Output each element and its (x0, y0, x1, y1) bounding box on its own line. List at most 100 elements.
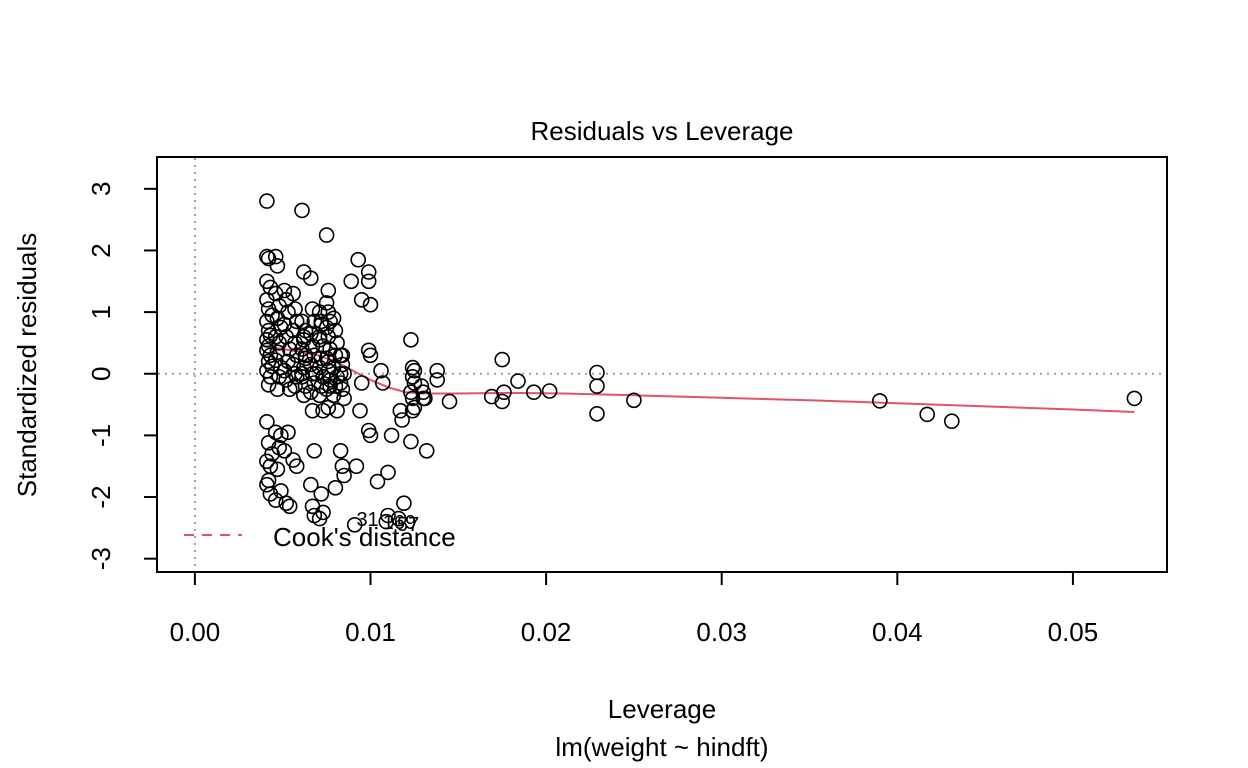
data-point (276, 282, 293, 299)
data-point (403, 433, 419, 450)
data-point (403, 331, 419, 348)
y-tick-label: -3 (86, 547, 116, 570)
data-point (269, 344, 286, 361)
data-point (315, 504, 331, 521)
data-point (311, 331, 328, 348)
points-group (259, 193, 1143, 533)
axes: 0.00 0.01 0.02 0.03 0.04 0.05 -3 -2 -1 0 1 2 3 (86, 182, 1098, 647)
data-point (336, 390, 352, 407)
x-tick-label: 0.05 (1048, 617, 1099, 647)
data-point (306, 442, 323, 459)
data-point (404, 359, 421, 376)
data-point (259, 476, 275, 493)
data-point (353, 375, 370, 391)
data-point (329, 402, 345, 419)
data-point (415, 384, 432, 401)
data-point (429, 362, 446, 379)
data-point (313, 486, 330, 502)
data-point (259, 342, 275, 359)
data-point (260, 353, 277, 370)
smooth-line (264, 345, 1135, 413)
data-point (325, 310, 342, 327)
data-point (332, 365, 349, 382)
data-point (589, 378, 605, 394)
x-axis-label: Leverage (608, 694, 716, 724)
data-point (943, 413, 960, 430)
data-point (541, 383, 558, 399)
data-point (259, 413, 275, 430)
data-point (334, 347, 351, 364)
legend: Cook's distance (184, 522, 456, 552)
data-point (320, 282, 337, 299)
data-point (259, 313, 275, 330)
legend-label: Cook's distance (273, 522, 456, 552)
data-point (334, 356, 351, 373)
x-tick-label: 0.01 (345, 617, 396, 647)
y-tick-label: 3 (86, 182, 116, 196)
x-tick-label: 0.00 (170, 617, 221, 647)
data-point (259, 248, 275, 265)
data-point (348, 458, 365, 475)
data-point (525, 384, 542, 401)
data-point (394, 412, 410, 428)
data-point (273, 427, 289, 444)
data-point (336, 365, 352, 382)
data-point (362, 347, 379, 364)
data-point (315, 402, 331, 419)
x-tick-label: 0.04 (872, 617, 923, 647)
y-tick-label: 2 (86, 243, 116, 257)
data-point (336, 467, 352, 484)
data-point (406, 375, 423, 391)
data-point (334, 381, 351, 398)
data-point (318, 295, 335, 311)
data-point (295, 387, 312, 404)
chart-title: Residuals vs Leverage (530, 116, 793, 146)
data-point (276, 442, 293, 459)
data-point (278, 495, 295, 512)
data-point (267, 248, 284, 265)
data-point (871, 393, 888, 409)
data-point (260, 434, 277, 451)
data-point (327, 322, 344, 339)
data-point (334, 458, 351, 475)
data-point (418, 442, 435, 459)
smooth-line-group (264, 345, 1135, 413)
data-point (589, 405, 605, 422)
data-point (294, 313, 310, 330)
data-point (288, 458, 305, 475)
data-point (269, 258, 286, 274)
data-point (589, 364, 605, 381)
data-point (373, 362, 389, 379)
data-point (352, 402, 368, 419)
data-point (626, 392, 642, 409)
data-point (269, 381, 286, 398)
data-point (262, 368, 279, 385)
data-point (267, 492, 284, 508)
data-point (494, 351, 511, 368)
y-tick-label: -2 (86, 485, 116, 508)
data-point (374, 375, 391, 391)
y-tick-label: 0 (86, 367, 116, 381)
data-point (302, 476, 319, 493)
data-point (496, 384, 512, 401)
x-tick-label: 0.02 (521, 617, 572, 647)
data-point (287, 301, 303, 317)
data-point (369, 473, 386, 490)
data-point (404, 402, 421, 419)
data-point (288, 313, 305, 330)
data-point (380, 464, 396, 481)
data-point (415, 390, 432, 407)
data-point (362, 296, 379, 313)
data-point (273, 319, 289, 336)
data-point (304, 301, 321, 317)
data-point (1126, 390, 1143, 407)
data-point (346, 516, 363, 533)
data-point (260, 376, 277, 393)
data-point (259, 193, 275, 209)
plot-frame (156, 156, 1168, 573)
point-label: 57 (397, 514, 419, 536)
data-point (360, 264, 377, 280)
data-point (396, 495, 412, 512)
data-point (378, 513, 395, 530)
x-tick-label: 0.03 (696, 617, 747, 647)
